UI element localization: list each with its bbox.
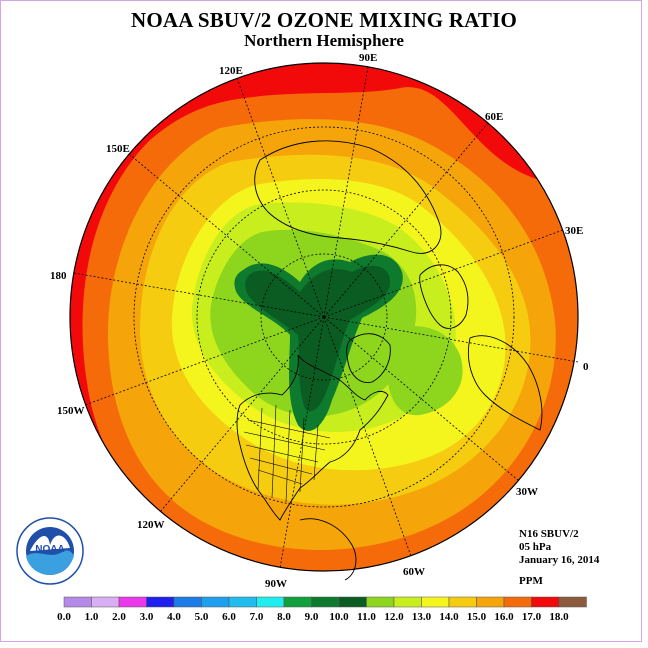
legend-tick-label: 2.0 bbox=[112, 611, 126, 623]
legend-swatch bbox=[366, 596, 395, 608]
us-states-grid bbox=[243, 404, 331, 503]
legend-swatch bbox=[91, 596, 120, 608]
map-subtitle: Northern Hemisphere bbox=[244, 31, 404, 50]
legend-swatch bbox=[256, 596, 285, 608]
noaa-logo: NOAA bbox=[16, 517, 84, 585]
asia-coast bbox=[254, 140, 442, 254]
coastlines bbox=[236, 140, 543, 581]
level-label: 05 hPa bbox=[519, 541, 552, 553]
lon-label-90w: 90W bbox=[265, 578, 287, 590]
legend-swatch bbox=[503, 596, 532, 608]
lon-label-150w: 150W bbox=[57, 405, 85, 417]
legend-swatch bbox=[228, 596, 257, 608]
legend-tick-label: 9.0 bbox=[305, 611, 319, 623]
lon-label-30e: 30E bbox=[565, 225, 583, 237]
legend-tick-label: 5.0 bbox=[195, 611, 209, 623]
lon-label-60e: 60E bbox=[485, 111, 503, 123]
legend-swatch bbox=[63, 596, 92, 608]
legend-swatch bbox=[558, 596, 587, 608]
lon-label-120e: 120E bbox=[219, 65, 243, 77]
legend-ticks: 0.0 1.0 2.0 3.0 4.0 5.0 6.0 7.0 8.0 9.0 10.0 11.0 12… bbox=[57, 611, 569, 623]
units-label: PPM bbox=[519, 575, 543, 587]
legend-tick-label: 16.0 bbox=[494, 611, 514, 623]
legend-swatch bbox=[338, 596, 367, 608]
legend-swatch bbox=[201, 596, 230, 608]
legend-swatch bbox=[476, 596, 505, 608]
map-boundary bbox=[69, 62, 579, 572]
legend-tick-label: 12.0 bbox=[384, 611, 404, 623]
legend-swatch bbox=[531, 596, 560, 608]
africa-coast bbox=[467, 335, 543, 431]
legend-swatch bbox=[448, 596, 477, 608]
legend-swatch bbox=[311, 596, 340, 608]
europe-coast bbox=[419, 264, 469, 329]
legend-swatch bbox=[146, 596, 175, 608]
legend-swatch bbox=[118, 596, 147, 608]
lon-label-0: 0 bbox=[583, 361, 589, 373]
date-label: January 16, 2014 bbox=[519, 554, 600, 566]
map-title: NOAA SBUV/2 OZONE MIXING RATIO bbox=[131, 8, 517, 32]
legend-boxes bbox=[63, 596, 587, 608]
legend-tick-label: 15.0 bbox=[467, 611, 487, 623]
lon-label-60w: 60W bbox=[403, 566, 425, 578]
legend-tick-label: 0.0 bbox=[57, 611, 71, 623]
legend-swatch bbox=[421, 596, 450, 608]
legend-tick-label: 14.0 bbox=[439, 611, 459, 623]
zone-light-green-east bbox=[387, 326, 463, 416]
legend-swatch bbox=[393, 596, 422, 608]
lon-label-150e: 150E bbox=[106, 143, 130, 155]
lon-label-180: 180 bbox=[50, 270, 67, 282]
legend-tick-label: 3.0 bbox=[140, 611, 154, 623]
legend-swatch bbox=[283, 596, 312, 608]
lon-label-90e: 90E bbox=[359, 52, 377, 64]
instrument-label: N16 SBUV/2 bbox=[519, 528, 579, 540]
lon-label-120w: 120W bbox=[137, 519, 165, 531]
legend-tick-label: 8.0 bbox=[277, 611, 291, 623]
legend-swatch bbox=[173, 596, 202, 608]
legend-tick-label: 11.0 bbox=[357, 611, 376, 623]
lon-label-30w: 30W bbox=[516, 486, 538, 498]
greenland-coast bbox=[346, 333, 391, 383]
zone-dark-green bbox=[245, 265, 391, 412]
legend-tick-label: 10.0 bbox=[329, 611, 349, 623]
legend-tick-label: 17.0 bbox=[522, 611, 542, 623]
legend-tick-label: 6.0 bbox=[222, 611, 236, 623]
legend-tick-label: 13.0 bbox=[412, 611, 432, 623]
south-america-coast bbox=[299, 518, 357, 581]
graticule bbox=[73, 66, 579, 569]
legend-tick-label: 18.0 bbox=[549, 611, 569, 623]
legend-tick-label: 4.0 bbox=[167, 611, 181, 623]
legend-tick-label: 1.0 bbox=[85, 611, 99, 623]
noaa-logo-text: NOAA bbox=[35, 544, 64, 555]
ozone-field bbox=[70, 63, 578, 571]
legend-tick-label: 7.0 bbox=[250, 611, 264, 623]
